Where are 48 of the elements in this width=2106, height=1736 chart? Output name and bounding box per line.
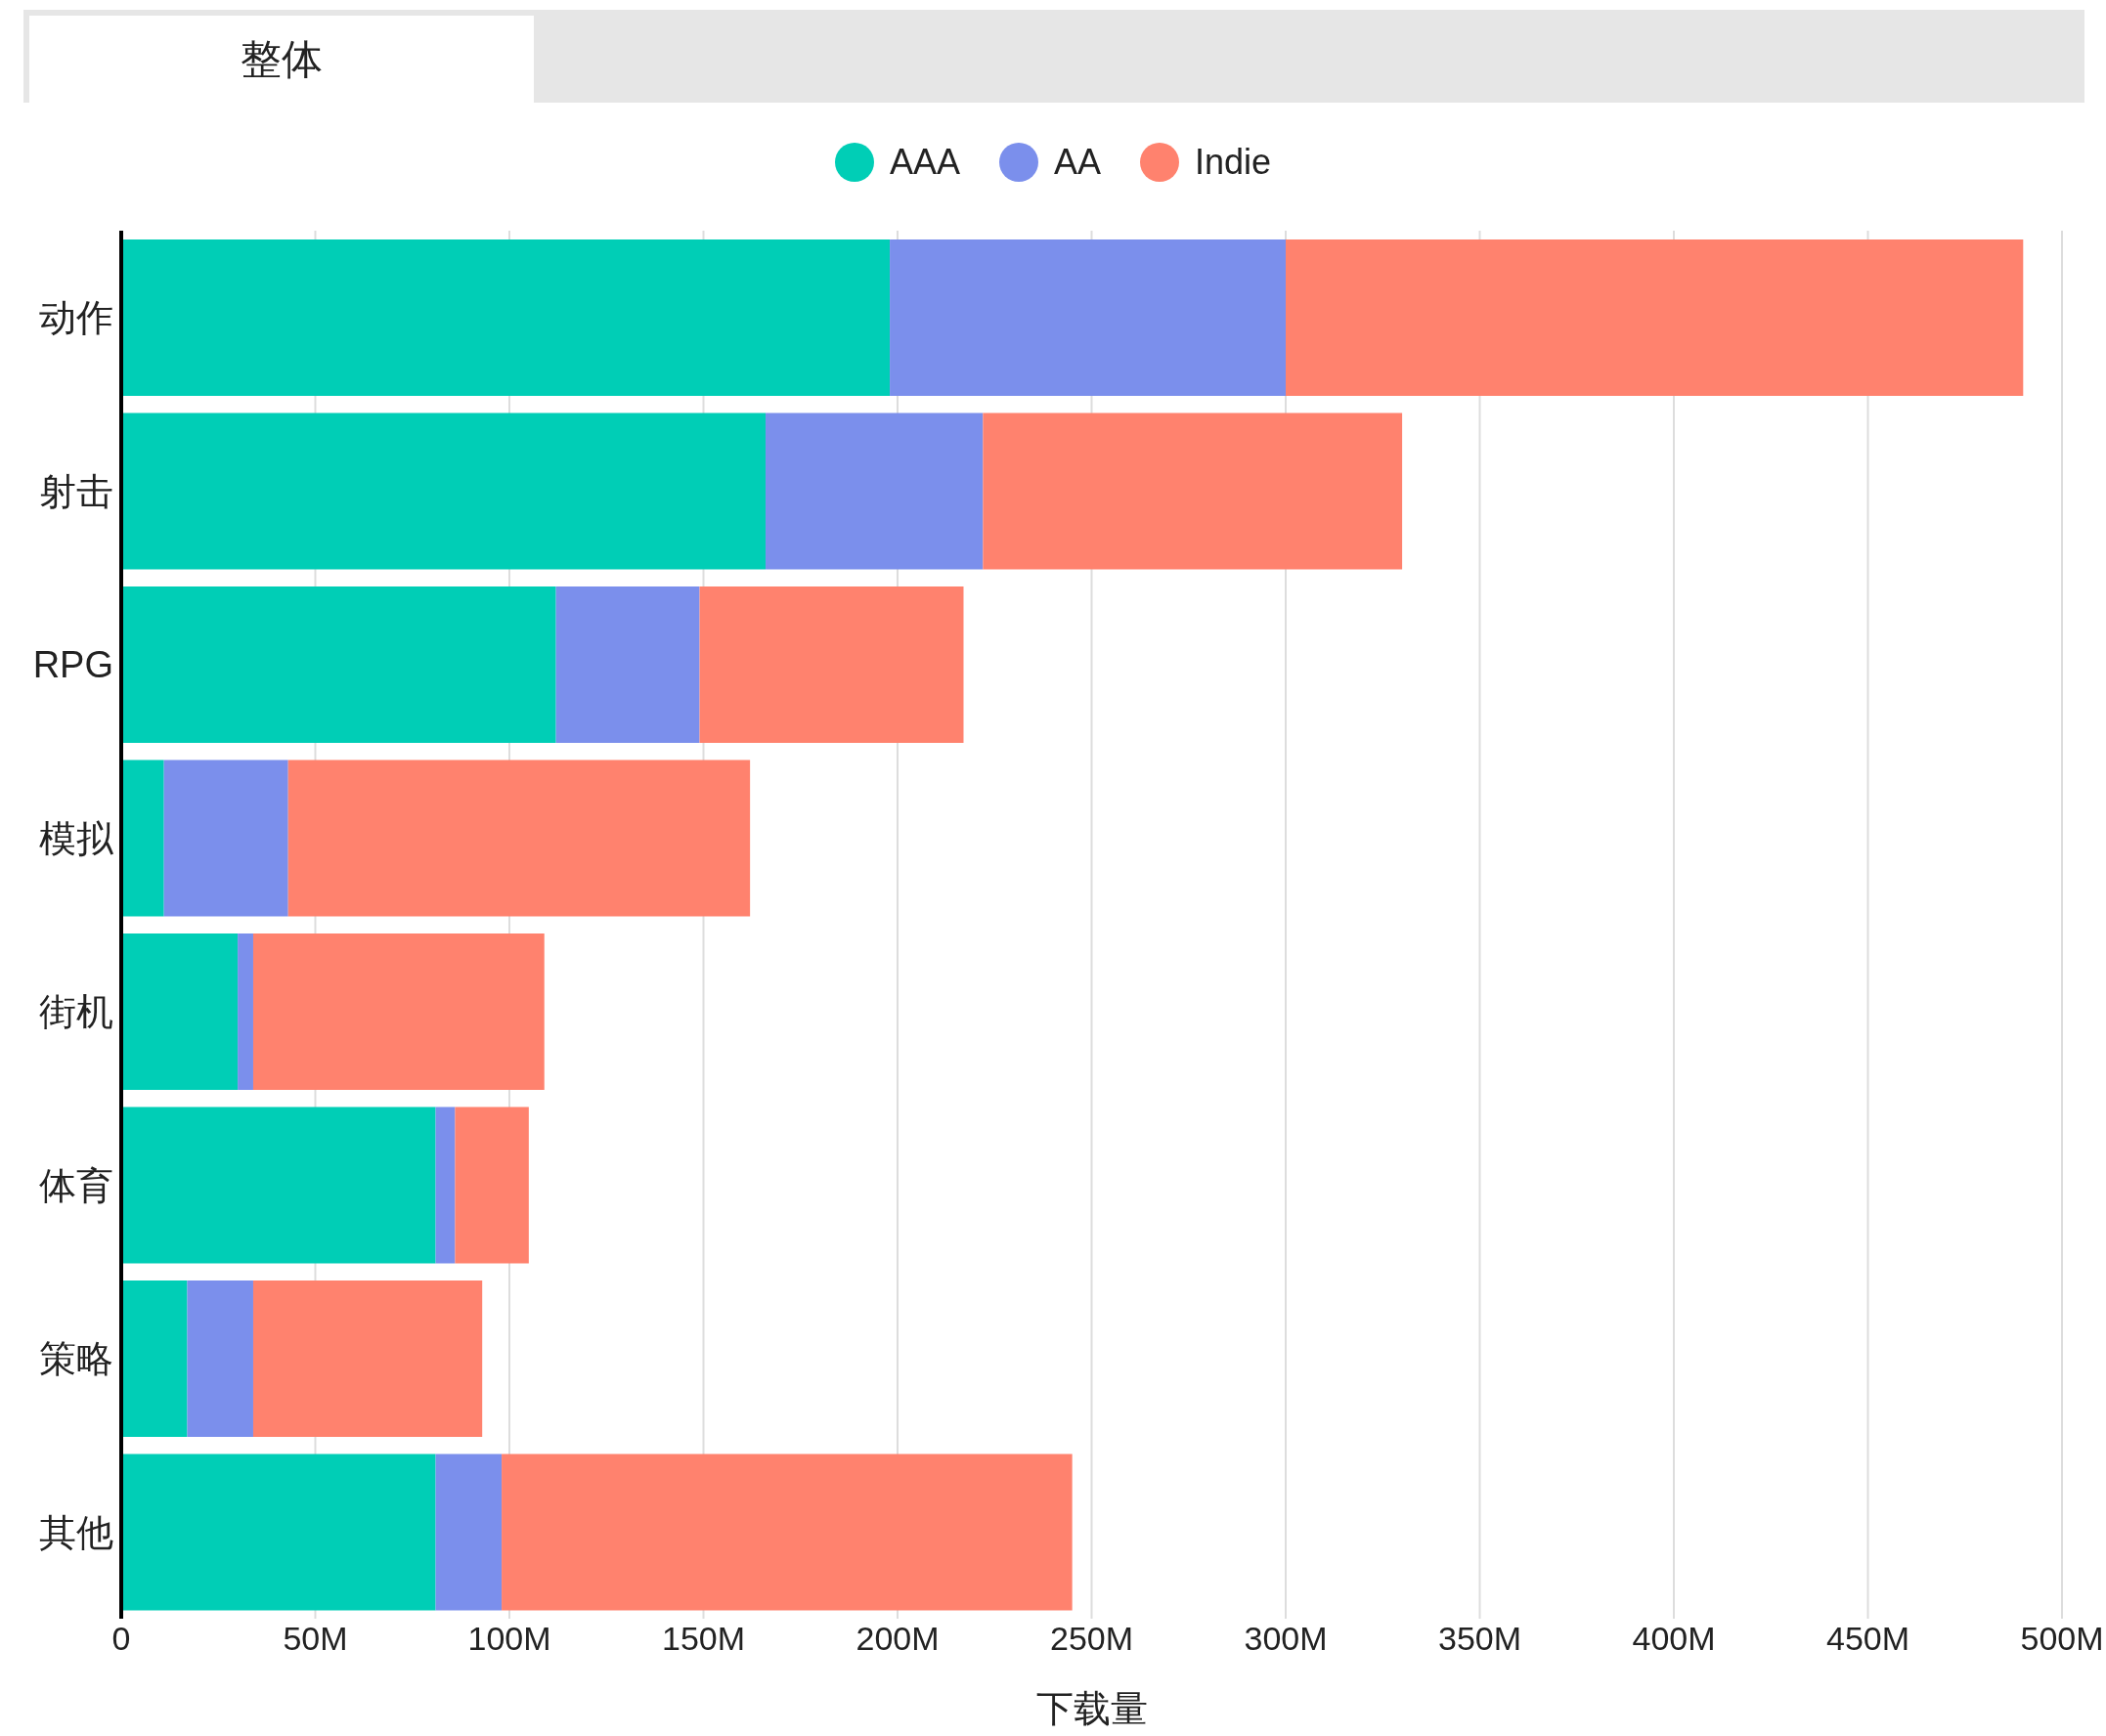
bar bbox=[555, 586, 700, 743]
y-tick-label: 策略 bbox=[39, 1338, 113, 1380]
bar bbox=[890, 239, 1286, 396]
x-tick-label: 100M bbox=[467, 1620, 551, 1658]
x-tick-label: 150M bbox=[661, 1620, 746, 1658]
legend-label: AAA bbox=[889, 142, 960, 183]
bar bbox=[121, 1454, 436, 1611]
bar bbox=[455, 1107, 529, 1264]
x-tick-label: 500M bbox=[2020, 1620, 2104, 1658]
y-tick-label: RPG bbox=[32, 644, 113, 686]
bar bbox=[252, 933, 545, 1090]
bar bbox=[1286, 239, 2024, 396]
bar bbox=[287, 760, 751, 917]
bar bbox=[435, 1454, 503, 1611]
y-tick-label: 其他 bbox=[39, 1511, 113, 1553]
x-tick-label: 200M bbox=[856, 1620, 940, 1658]
bar bbox=[121, 586, 556, 743]
y-tick-label: 体育 bbox=[39, 1164, 113, 1206]
y-tick-label: 模拟 bbox=[39, 817, 114, 859]
bar bbox=[121, 1280, 188, 1437]
bar bbox=[121, 933, 239, 1090]
bar bbox=[121, 239, 891, 396]
bar bbox=[121, 760, 164, 917]
x-tick-label: 400M bbox=[1632, 1620, 1716, 1658]
bar bbox=[187, 1280, 253, 1437]
bar bbox=[252, 1280, 483, 1437]
bar bbox=[699, 586, 964, 743]
bar bbox=[983, 412, 1403, 570]
legend-label: AA bbox=[1053, 142, 1101, 183]
bar bbox=[121, 412, 767, 570]
x-tick-label: 250M bbox=[1049, 1620, 1134, 1658]
bar bbox=[163, 760, 288, 917]
bar bbox=[238, 933, 253, 1090]
y-tick-label: 射击 bbox=[39, 470, 113, 512]
x-tick-label: 300M bbox=[1244, 1620, 1328, 1658]
x-tick-label: 350M bbox=[1437, 1620, 1522, 1658]
y-tick-label: 街机 bbox=[39, 991, 113, 1033]
x-tick-label: 0 bbox=[111, 1620, 131, 1658]
y-tick-label: 动作 bbox=[39, 297, 113, 339]
legend-label: Indie bbox=[1195, 142, 1272, 183]
selected-tab: 整体 bbox=[29, 16, 534, 103]
x-tick-label: 50M bbox=[283, 1620, 348, 1658]
bar bbox=[435, 1107, 456, 1264]
bar bbox=[121, 1107, 436, 1264]
bar bbox=[502, 1454, 1073, 1611]
bar bbox=[766, 412, 984, 570]
x-axis-title: 下载量 bbox=[1035, 1688, 1148, 1729]
x-tick-label: 450M bbox=[1825, 1620, 1910, 1658]
